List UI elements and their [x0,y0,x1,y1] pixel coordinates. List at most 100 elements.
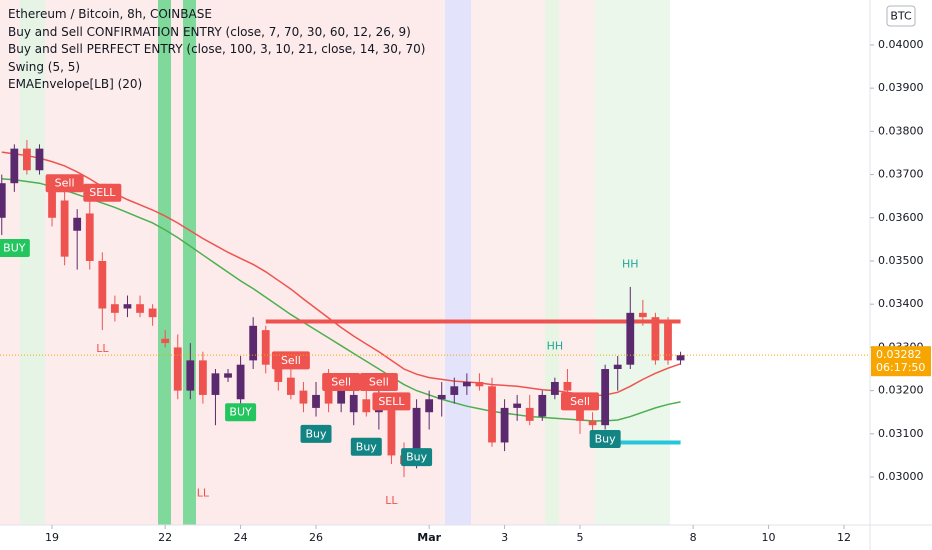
candle-body [664,321,672,361]
y-tick-label: 0.03500 [878,254,924,267]
signal-label: Sell [281,354,301,367]
candle-body [563,381,572,391]
zone [183,0,196,525]
candle-body [249,325,258,361]
ema-line [1,178,681,422]
candle-body [488,386,496,443]
signal-label: Buy [595,433,617,446]
candle-body [85,213,94,261]
symbol-title: Ethereum / Bitcoin, 8h, COINBASE [8,7,212,21]
signal-label: Sell [331,375,351,388]
legend: Ethereum / Bitcoin, 8h, COINBASE Buy and… [8,6,426,94]
currency-button[interactable] [886,5,916,27]
signal-label-bg [561,392,599,411]
candle-body [525,407,534,421]
signal-label-bg [0,239,30,258]
signal-label-bg [350,437,382,456]
zone [545,0,559,525]
candle-body [236,364,245,400]
candle-body [387,407,396,456]
swing-label: HH [622,257,639,270]
y-tick-label: 0.03100 [878,427,924,440]
candle-body [601,369,610,426]
x-tick-label: 10 [762,531,776,544]
candle-body [286,377,295,395]
y-tick-label: 0.03800 [878,124,924,137]
candle-body [362,399,371,413]
indicator[interactable]: Swing (5, 5) [8,59,81,74]
signal-label: Buy [406,451,428,464]
candle-body [98,260,107,309]
candle-body [123,304,132,309]
x-tick-label: 8 [690,531,697,544]
signal-label-bg [589,430,621,449]
candle-body [576,403,584,421]
y-tick-label: 0.03600 [878,211,924,224]
indicator[interactable]: Buy and Sell PERFECT ENTRY (close, 100, … [8,42,426,56]
candle-body [450,386,459,395]
indicator[interactable]: Buy and Sell CONFIRMATION ENTRY (close, … [8,24,411,39]
indicator[interactable]: EMAEnvelope[LB] (20) [8,77,143,91]
candle-body [475,381,484,387]
zone [20,0,45,525]
signal-label: Sell [55,177,75,190]
y-tick-label: 0.03200 [878,384,924,397]
signal-label-bg [45,174,84,193]
candle-body [626,312,635,365]
countdown: 06:17:50 [876,361,925,374]
signal-label: Buy [306,427,328,440]
candle-body [60,200,69,257]
candle-body [513,403,522,408]
candle-body [500,407,509,443]
swing-label: HH [547,340,564,353]
candle-body [412,407,421,460]
signal-label-bg [300,424,332,443]
zone [158,0,171,525]
x-tick-label: 22 [158,531,172,544]
signal-label-bg [401,448,433,467]
candle-body [349,394,358,413]
x-tick-label: 19 [45,531,59,544]
signal-label-bg [322,372,361,391]
signal-label-bg [359,372,398,391]
candle-body [211,373,220,395]
y-tick-label: 0.04000 [878,38,924,51]
signal-label-bg [372,392,411,411]
x-tick-label: 5 [577,531,584,544]
y-tick-label: 0.03400 [878,297,924,310]
signal-label: Sell [570,395,590,408]
candle-body [324,390,333,404]
candle-body [148,308,157,318]
candle-body [73,217,82,231]
currency[interactable]: BTC [890,10,912,23]
candle-body [48,183,56,218]
candle-body [161,338,170,344]
zone [445,0,471,525]
candle-body [437,394,446,400]
candle-body [613,364,622,370]
candle-body [0,183,6,218]
signal-label-bg [271,351,310,370]
candle-body [274,364,283,382]
swing-label: LL [385,494,398,507]
candle-body [110,304,119,313]
candle-body [676,355,685,361]
candle-body [462,381,471,387]
candle-body [312,394,320,408]
candle-body [10,148,19,184]
x-tick-label: 24 [234,531,248,544]
y-tick-label: 0.03900 [878,81,924,94]
x-tick-label: 12 [837,531,851,544]
x-tick-label: Mar [417,531,441,544]
candle-body [173,347,182,391]
background-zones [0,0,670,525]
x-tick-label: 3 [501,531,508,544]
swing-label: LL [96,342,109,355]
signal-label: BUY [229,406,252,419]
signal-label-bg [225,403,257,422]
candle-body [588,420,597,426]
signal-label: SELL [89,186,116,199]
signal-label: Buy [356,440,378,453]
